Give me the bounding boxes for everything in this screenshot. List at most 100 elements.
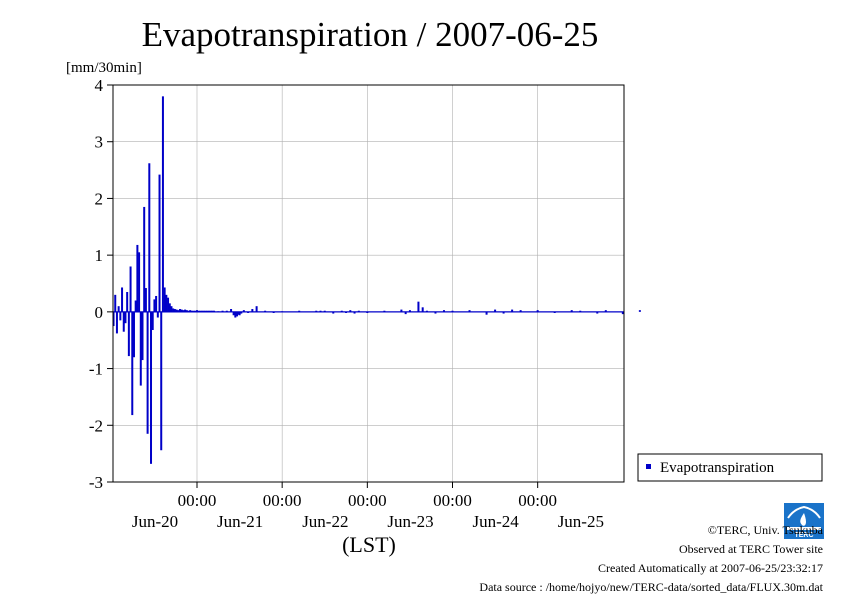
x-tick-date-label: Jun-23: [387, 512, 433, 531]
x-tick-time-label: 00:00: [433, 491, 472, 510]
bar: [114, 294, 117, 312]
observed-text: Observed at TERC Tower site: [678, 542, 823, 556]
bar: [206, 310, 209, 312]
bar: [207, 310, 210, 312]
bar: [127, 311, 130, 357]
bar: [502, 311, 505, 314]
bar: [117, 306, 120, 312]
bar: [485, 311, 488, 315]
legend: Evapotranspiration: [637, 453, 823, 482]
bar: [400, 309, 403, 312]
bar: [126, 292, 129, 312]
bar: [158, 174, 161, 312]
bar: [240, 311, 243, 314]
bar: [417, 301, 420, 312]
y-tick-label: 2: [95, 189, 104, 208]
bar: [570, 310, 573, 312]
bar: [621, 311, 624, 315]
legend-swatch: [646, 464, 651, 469]
bar: [238, 311, 241, 316]
copyright-text: ©TERC, Univ. Tsukuba: [707, 523, 823, 537]
data-series: [112, 96, 641, 464]
bar: [211, 310, 214, 312]
y-tick-label: 4: [95, 76, 104, 95]
bar: [221, 310, 224, 312]
x-tick-time-label: 00:00: [263, 491, 302, 510]
bar: [251, 309, 254, 312]
bar: [192, 310, 195, 312]
svg-text:TERC: TERC: [794, 532, 813, 539]
bar: [264, 310, 267, 312]
bar: [204, 310, 207, 312]
plot-area: [112, 84, 625, 483]
bar: [184, 309, 187, 312]
chart-title: Evapotranspiration / 2007-06-25: [142, 15, 599, 54]
bar: [202, 310, 205, 312]
bar: [638, 310, 641, 312]
bar: [190, 310, 193, 312]
bar: [122, 311, 125, 332]
x-tick-time-label: 00:00: [518, 491, 557, 510]
x-tick-date-label: Jun-21: [217, 512, 263, 531]
bar: [132, 311, 135, 358]
bar: [151, 311, 154, 331]
grid-lines: [113, 84, 624, 483]
bar: [139, 311, 142, 386]
bar: [115, 311, 118, 334]
bar: [319, 310, 322, 312]
y-tick-label: 1: [95, 246, 104, 265]
bar: [340, 310, 343, 312]
bar: [155, 295, 158, 312]
legend-box: [637, 453, 823, 482]
bar: [408, 310, 411, 312]
bar: [144, 288, 147, 312]
bar: [143, 206, 146, 312]
bar: [112, 311, 115, 327]
x-tick-time-label: 00:00: [348, 491, 387, 510]
bar: [148, 163, 151, 312]
bar: [131, 311, 134, 416]
bar: [536, 310, 539, 312]
bar: [177, 310, 180, 312]
x-tick-date-label: Jun-24: [473, 512, 520, 531]
bar: [194, 310, 197, 312]
bar: [213, 310, 216, 312]
bar: [201, 310, 204, 312]
bar: [345, 311, 348, 313]
bar: [451, 310, 454, 312]
bar: [230, 309, 233, 312]
bar: [323, 310, 326, 312]
x-tick-date-label: Jun-20: [132, 512, 178, 531]
bar: [187, 310, 190, 312]
bar: [141, 311, 144, 361]
bar: [197, 310, 200, 312]
bar: [153, 299, 156, 312]
bar: [298, 310, 301, 312]
y-tick-label: -1: [89, 360, 103, 379]
bar: [163, 287, 166, 312]
y-tick-label: 3: [95, 133, 104, 152]
y-tick-label: -3: [89, 473, 103, 492]
x-tick-date-label: Jun-25: [558, 512, 604, 531]
bar: [138, 252, 141, 312]
bar: [134, 300, 137, 312]
x-axis-label: (LST): [342, 532, 396, 557]
bar: [129, 266, 132, 312]
x-axis: 00:00Jun-2000:00Jun-2100:00Jun-2200:00Ju…: [132, 482, 604, 531]
bar: [150, 311, 153, 464]
bar: [182, 310, 185, 312]
bar: [167, 297, 170, 312]
bar: [281, 311, 284, 313]
bar: [232, 311, 235, 316]
bar: [383, 310, 386, 312]
bar: [146, 311, 149, 434]
bar: [161, 96, 164, 312]
bar: [165, 294, 168, 312]
terc-logo: TERC: [784, 503, 824, 539]
bar: [236, 311, 239, 317]
bar: [217, 311, 220, 313]
credits: ©TERC, Univ. Tsukuba Observed at TERC To…: [479, 521, 823, 597]
bar: [511, 309, 514, 312]
bar: [442, 310, 445, 312]
